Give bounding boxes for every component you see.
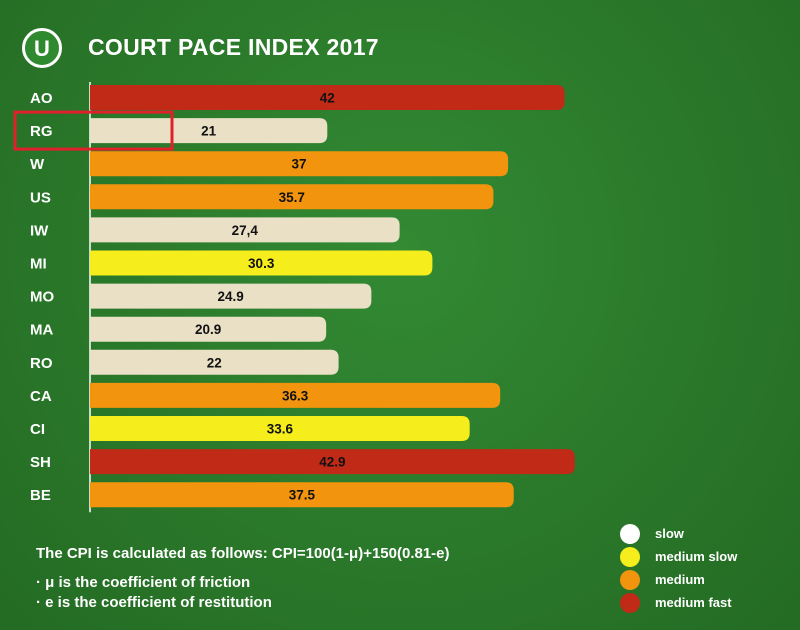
value-label-ca: 36.3 bbox=[282, 388, 309, 403]
legend: slow medium slow medium medium fast bbox=[620, 522, 737, 614]
legend-label: slow bbox=[655, 526, 684, 541]
value-label-rg: 21 bbox=[201, 124, 217, 139]
category-label-ma: MA bbox=[30, 322, 53, 339]
category-label-ao: AO bbox=[30, 90, 53, 107]
category-label-w: W bbox=[30, 156, 45, 173]
value-label-be: 37.5 bbox=[289, 488, 316, 503]
bar-iw bbox=[90, 217, 400, 243]
value-label-iw: 27,4 bbox=[232, 223, 259, 238]
bar-rg bbox=[90, 118, 328, 144]
category-label-sh: SH bbox=[30, 454, 51, 471]
highlight-box-rg bbox=[13, 110, 174, 151]
bar-ro bbox=[90, 349, 339, 375]
category-label-ro: RO bbox=[30, 355, 53, 372]
value-label-ao: 42 bbox=[320, 91, 335, 106]
legend-swatch bbox=[620, 569, 640, 590]
legend-swatch bbox=[620, 523, 640, 544]
legend-label: medium fast bbox=[655, 595, 732, 610]
bar-ma bbox=[90, 316, 327, 342]
category-label-rg: RG bbox=[30, 123, 53, 140]
bar-us bbox=[90, 184, 494, 210]
value-label-ro: 22 bbox=[207, 355, 222, 370]
bar-chart: AO 42 RG 21 W 37 US 35.7 IW 27,4 MI 30.3 MO 24.9 MA 20.… bbox=[13, 82, 575, 513]
logo-letter: U bbox=[34, 36, 50, 61]
friction-note: · μ is the coefficient of friction bbox=[36, 574, 251, 591]
bar-ao bbox=[90, 85, 565, 110]
cpi-formula: The CPI is calculated as follows: CPI=10… bbox=[36, 545, 450, 562]
value-label-w: 37 bbox=[292, 157, 307, 172]
value-label-mi: 30.3 bbox=[248, 256, 275, 271]
bar-w bbox=[90, 151, 509, 177]
legend-label: medium slow bbox=[655, 549, 738, 564]
value-label-sh: 42.9 bbox=[319, 455, 345, 470]
category-label-ci: CI bbox=[30, 421, 45, 438]
bar-sh bbox=[90, 449, 575, 475]
legend-item-slow: slow bbox=[620, 522, 737, 545]
legend-label: medium bbox=[655, 572, 705, 587]
value-label-us: 35.7 bbox=[279, 190, 305, 205]
restitution-note: · e is the coefficient of restitution bbox=[36, 594, 272, 611]
bar-mo bbox=[90, 283, 372, 309]
legend-swatch bbox=[620, 592, 640, 613]
bar-be bbox=[90, 482, 514, 508]
bar-mi bbox=[90, 250, 433, 276]
category-label-us: US bbox=[30, 189, 51, 206]
bar-ci bbox=[90, 416, 470, 441]
u-logo-icon: U bbox=[22, 28, 62, 68]
category-label-be: BE bbox=[30, 487, 51, 504]
category-label-mi: MI bbox=[30, 256, 47, 273]
legend-swatch bbox=[620, 546, 640, 567]
value-label-mo: 24.9 bbox=[218, 289, 244, 304]
u-logo-glyph: U bbox=[34, 36, 50, 61]
value-label-ci: 33.6 bbox=[267, 422, 294, 437]
legend-item-medium-slow: medium slow bbox=[620, 545, 737, 568]
category-label-mo: MO bbox=[30, 289, 54, 306]
legend-item-medium-fast: medium fast bbox=[620, 591, 737, 614]
bar-ca bbox=[90, 382, 501, 408]
category-label-iw: IW bbox=[30, 222, 49, 239]
legend-item-medium: medium bbox=[620, 568, 737, 591]
category-label-ca: CA bbox=[30, 388, 52, 405]
chart-title: COURT PACE INDEX 2017 bbox=[88, 34, 379, 60]
value-label-ma: 20.9 bbox=[195, 322, 221, 337]
